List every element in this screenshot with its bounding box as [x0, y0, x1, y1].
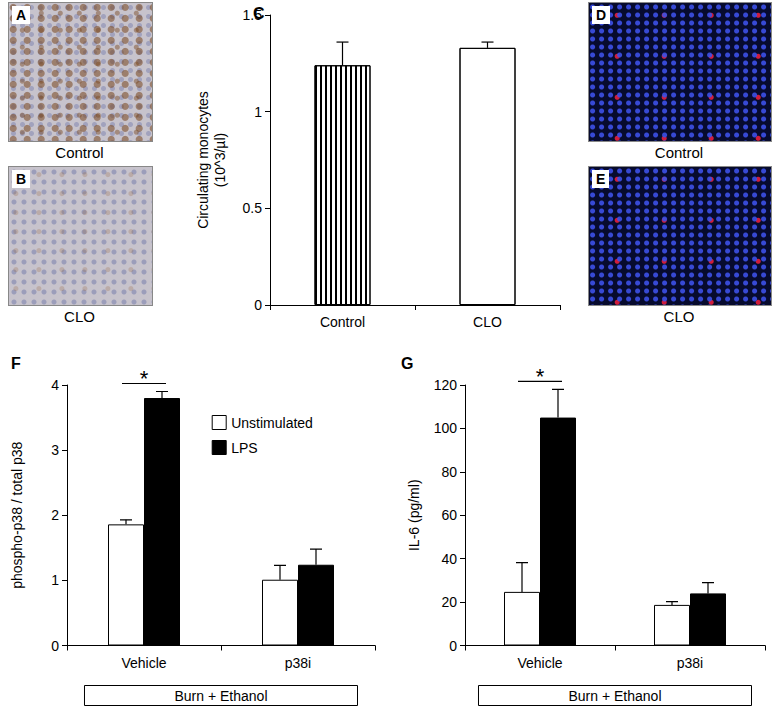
html-text:B: B [16, 171, 27, 187]
svg-text:20: 20 [441, 594, 457, 610]
svg-text:1: 1 [254, 104, 262, 120]
svg-text:Burn + Ethanol: Burn + Ethanol [174, 688, 267, 704]
svg-text:*: * [536, 364, 545, 389]
svg-text:*: * [140, 366, 149, 391]
html-text:A: A [16, 7, 27, 23]
svg-text:3: 3 [51, 442, 59, 458]
html-text:Control: Control [654, 144, 704, 161]
svg-text:p38i: p38i [677, 655, 703, 671]
svg-text:1: 1 [51, 572, 59, 588]
svg-text:Burn + Ethanol: Burn + Ethanol [568, 688, 661, 704]
svg-text:80: 80 [441, 464, 457, 480]
html-text:CLO: CLO [663, 308, 695, 325]
svg-text:60: 60 [441, 507, 457, 523]
svg-text:LPS: LPS [231, 440, 257, 456]
svg-text:0: 0 [51, 638, 59, 654]
svg-text:Circulating monocytes: Circulating monocytes [195, 91, 211, 229]
svg-text:120: 120 [434, 377, 458, 393]
svg-text:4: 4 [51, 377, 59, 393]
svg-text:G: G [401, 355, 413, 372]
html-text:CLO: CLO [64, 308, 95, 325]
svg-text:(10^3/µl): (10^3/µl) [212, 133, 228, 187]
html-text:Control: Control [55, 144, 104, 161]
svg-text:C: C [253, 5, 265, 22]
svg-text:0: 0 [449, 638, 457, 654]
svg-text:2: 2 [51, 507, 59, 523]
svg-text:40: 40 [441, 551, 457, 567]
svg-text:IL-6 (pg/ml): IL-6 (pg/ml) [406, 479, 422, 551]
svg-text:Vehicle: Vehicle [121, 655, 166, 671]
svg-text:phospho-p38 / total p38: phospho-p38 / total p38 [9, 441, 25, 588]
svg-text:F: F [11, 355, 21, 372]
svg-text:Control: Control [320, 314, 365, 330]
svg-text:0.5: 0.5 [243, 200, 263, 216]
html-text:D: D [596, 7, 607, 23]
svg-text:100: 100 [434, 420, 458, 436]
svg-text:Unstimulated: Unstimulated [231, 415, 313, 431]
svg-text:Vehicle: Vehicle [517, 655, 562, 671]
svg-text:CLO: CLO [473, 314, 502, 330]
svg-text:0: 0 [254, 297, 262, 313]
html-text:E: E [596, 171, 606, 187]
svg-text:p38i: p38i [285, 655, 311, 671]
